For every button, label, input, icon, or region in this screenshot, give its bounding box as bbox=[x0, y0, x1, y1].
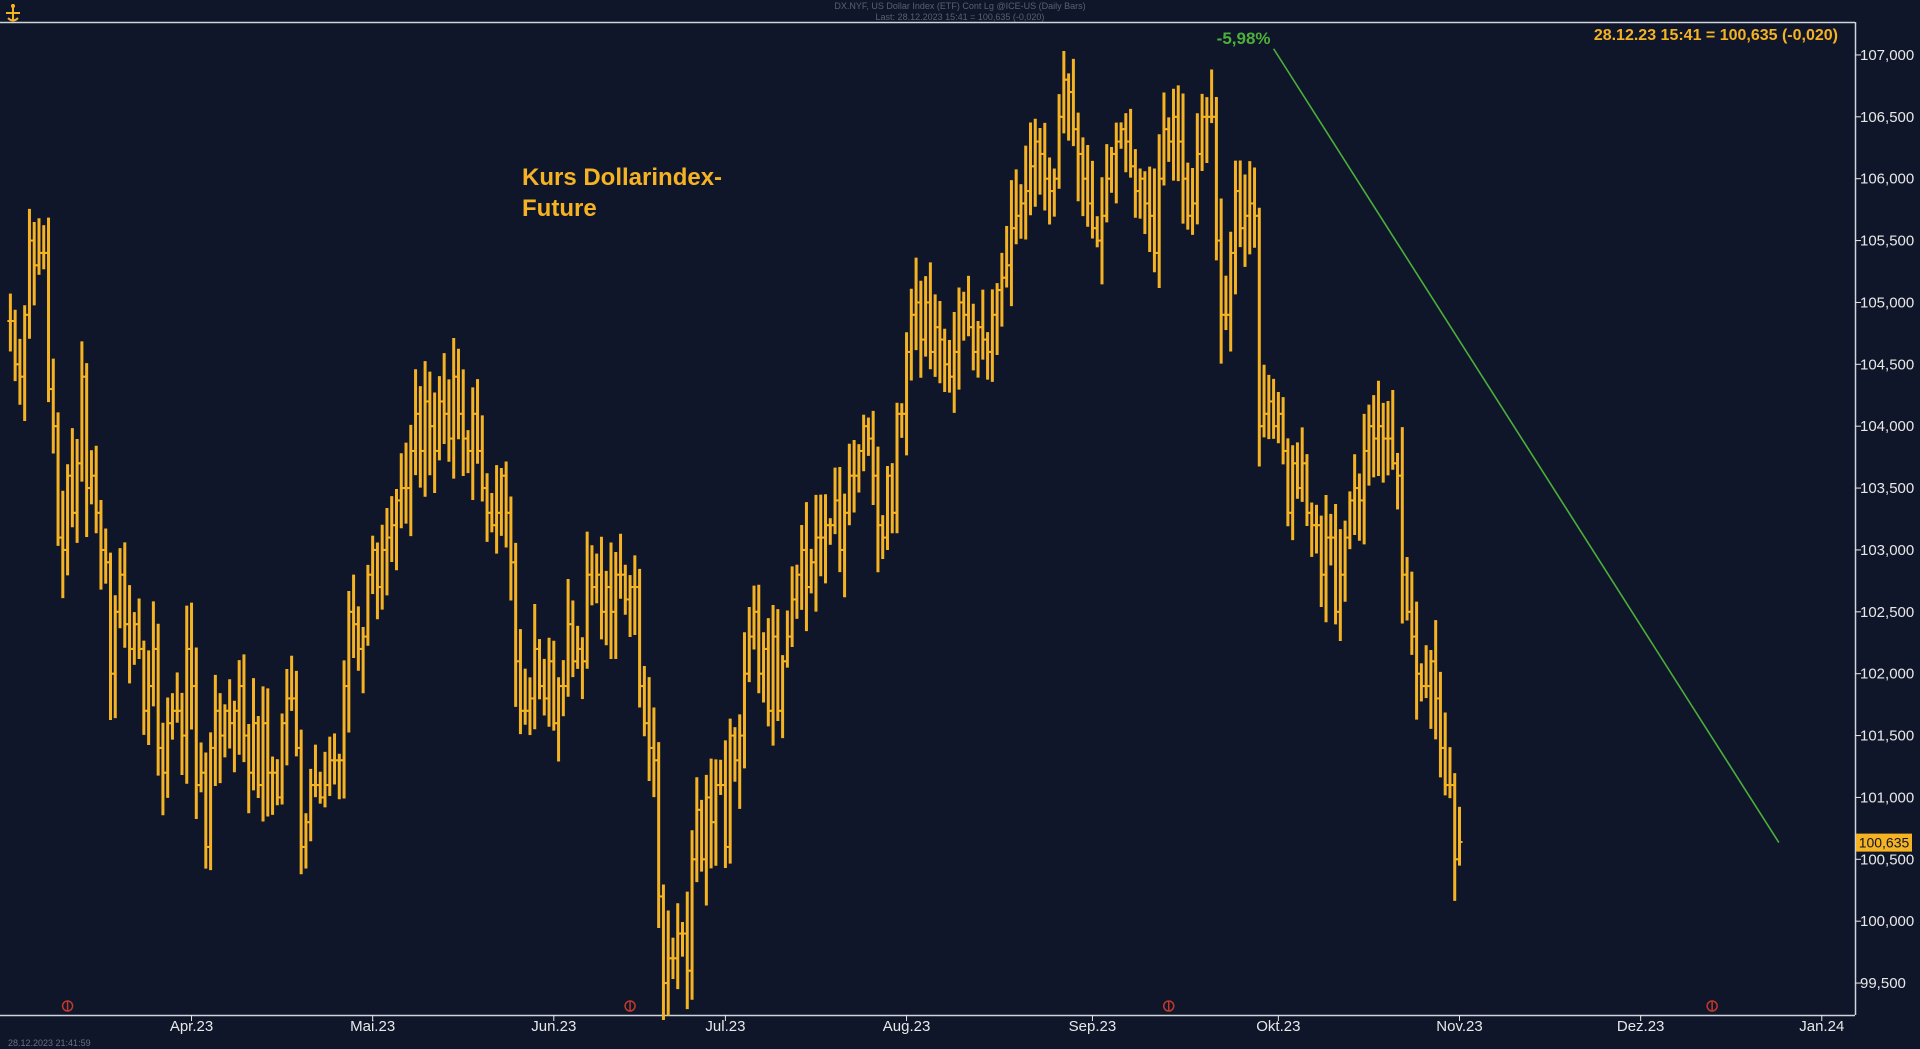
y-tick-label: 100,500 bbox=[1860, 851, 1914, 868]
event-marker-icon bbox=[624, 1000, 636, 1012]
y-tick-label: 107,000 bbox=[1860, 47, 1914, 64]
logo-icon[interactable] bbox=[2, 3, 24, 23]
x-tick-label: Mai.23 bbox=[350, 1018, 395, 1035]
y-tick-label: 104,000 bbox=[1860, 418, 1914, 435]
ohlc-bar bbox=[1456, 806, 1463, 866]
y-tick-label: 101,000 bbox=[1860, 789, 1914, 806]
y-tick-label: 105,000 bbox=[1860, 294, 1914, 311]
x-tick-label: Sep.23 bbox=[1069, 1018, 1117, 1035]
annotation-title-line1: Kurs Dollarindex- bbox=[522, 164, 722, 191]
y-tick-label: 103,000 bbox=[1860, 542, 1914, 559]
last-price-marker: 100,635 bbox=[1856, 833, 1912, 852]
x-tick-label: Apr.23 bbox=[170, 1018, 213, 1035]
x-tick-label: Dez.23 bbox=[1617, 1018, 1665, 1035]
last-price-value: 100,635 bbox=[1859, 835, 1910, 851]
x-tick-label: Jul.23 bbox=[705, 1018, 745, 1035]
price-axis: 99,500 100,000 100,500 101,000 101,500 102,00… bbox=[1855, 47, 1914, 992]
trend-change-label: -5,98% bbox=[1217, 29, 1271, 48]
x-tick-label: Nov.23 bbox=[1436, 1018, 1482, 1035]
chart-header-line2: Last: 28.12.2023 15:41 = 100,635 (-0,020… bbox=[876, 12, 1045, 22]
trendline[interactable] bbox=[1272, 48, 1780, 844]
y-tick-label: 106,000 bbox=[1860, 171, 1914, 188]
time-axis: Apr.23 Mai.23 Jun.23 Jul.23 Aug.23 Sep.23 Okt.… bbox=[170, 1015, 1844, 1035]
event-marker-icon bbox=[1706, 1000, 1718, 1012]
y-tick-label: 106,500 bbox=[1860, 109, 1914, 126]
footer-timestamp: 28.12.2023 21:41:59 bbox=[8, 1038, 91, 1048]
y-tick-label: 100,000 bbox=[1860, 913, 1914, 930]
x-tick-label: Jun.23 bbox=[531, 1018, 576, 1035]
x-tick-label: Okt.23 bbox=[1256, 1018, 1300, 1035]
event-markers bbox=[61, 1000, 1718, 1012]
y-tick-label: 99,500 bbox=[1860, 975, 1906, 992]
event-marker-icon bbox=[61, 1000, 74, 1012]
y-tick-label: 103,500 bbox=[1860, 480, 1914, 497]
y-tick-label: 102,500 bbox=[1860, 604, 1914, 621]
last-quote-label: 28.12.23 15:41 = 100,635 (-0,020) bbox=[1594, 27, 1838, 44]
annotation-title-line2: Future bbox=[522, 195, 597, 222]
y-tick-label: 102,000 bbox=[1860, 666, 1914, 683]
event-marker-icon bbox=[1162, 1000, 1175, 1012]
y-tick-label: 104,500 bbox=[1860, 356, 1914, 373]
y-tick-label: 101,500 bbox=[1860, 728, 1914, 745]
y-tick-label: 105,500 bbox=[1860, 233, 1914, 250]
ohlc-bars bbox=[7, 50, 1463, 1020]
chart-header-line1: DX.NYF, US Dollar Index (ETF) Cont Lg @I… bbox=[834, 1, 1085, 11]
x-tick-label: Jan.24 bbox=[1799, 1018, 1844, 1035]
x-tick-label: Aug.23 bbox=[883, 1018, 931, 1035]
